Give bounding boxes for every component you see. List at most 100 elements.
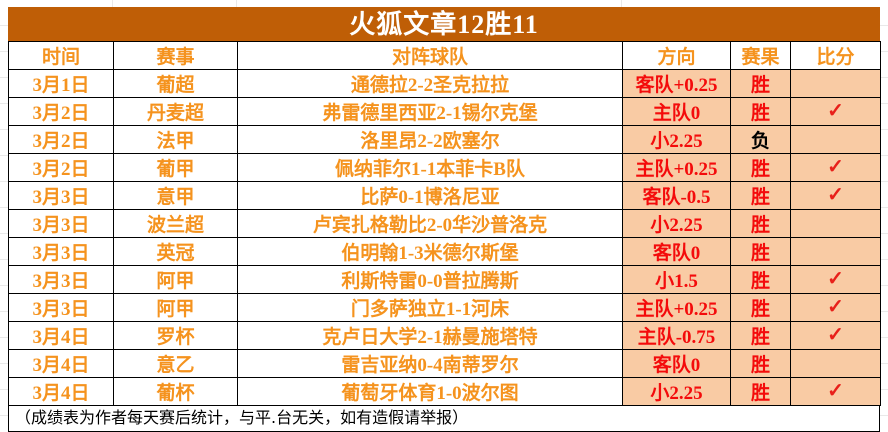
checkmark-icon: ✓ [827,323,844,346]
cell-time: 3月3日 [8,265,114,294]
cell-match: 克卢日大学2-1赫曼施塔特 [237,321,623,350]
checkmark-icon: ✓ [827,155,844,178]
column-header-league: 赛事 [113,41,238,70]
cell-score: ✓ [790,265,881,294]
cell-direction: 主队+0.25 [622,293,731,322]
cell-score [790,237,881,266]
table-row: 3月4日 葡杯 葡萄牙体育1-0波尔图 小2.25 胜 ✓ [8,377,881,406]
checkmark-icon: ✓ [827,295,844,318]
cell-direction: 客队0 [622,237,731,266]
cell-direction: 小1.5 [622,265,731,294]
page-title: 火狐文章12胜11 [8,7,880,41]
cell-result: 胜 [730,181,791,210]
table-header-row: 时间 赛事 对阵球队 方向 赛果 比分 [8,41,881,70]
cell-result: 胜 [730,209,791,238]
checkmark-icon: ✓ [827,183,844,206]
checkmark-icon: ✓ [827,99,844,122]
cell-score: ✓ [790,377,881,406]
cell-match: 佩纳菲尔1-1本菲卡B队 [237,153,623,182]
cell-league: 英冠 [113,237,238,266]
cell-league: 波兰超 [113,209,238,238]
cell-direction: 客队+0.25 [622,69,731,98]
cell-result: 胜 [730,321,791,350]
cell-time: 3月3日 [8,293,114,322]
cell-match: 利斯特雷0-0普拉腾斯 [237,265,623,294]
table-row: 3月3日 波兰超 卢宾扎格勒比2-0华沙普洛克 小2.25 胜 [8,209,881,238]
table-row: 3月3日 英冠 伯明翰1-3米德尔斯堡 客队0 胜 [8,237,881,266]
cell-league: 葡杯 [113,377,238,406]
column-header-time: 时间 [8,41,114,70]
cell-result: 胜 [730,97,791,126]
table-row: 3月1日 葡超 通德拉2-2圣克拉拉 客队+0.25 胜 [8,69,881,98]
cell-score: ✓ [790,97,881,126]
results-table-wrapper: 火狐文章12胜11 时间 赛事 对阵球队 方向 赛果 比分 [8,7,881,432]
table-row: 3月2日 丹麦超 弗雷德里西亚2-1锡尔克堡 主队0 胜 ✓ [8,97,881,126]
cell-match: 雷吉亚纳0-4南蒂罗尔 [237,349,623,378]
cell-league: 意甲 [113,181,238,210]
cell-league: 丹麦超 [113,97,238,126]
cell-league: 葡甲 [113,153,238,182]
cell-direction: 小2.25 [622,125,731,154]
cell-score: ✓ [790,293,881,322]
cell-score: ✓ [790,181,881,210]
cell-direction: 主队-0.75 [622,321,731,350]
cell-result: 胜 [730,349,791,378]
checkmark-icon: ✓ [827,267,844,290]
cell-direction: 客队-0.5 [622,181,731,210]
table-body: 3月1日 葡超 通德拉2-2圣克拉拉 客队+0.25 胜 3月2日 丹麦超 弗雷德里西亚2-1… [8,69,881,406]
table-row: 3月4日 意乙 雷吉亚纳0-4南蒂罗尔 客队0 胜 [8,349,881,378]
cell-result: 胜 [730,265,791,294]
cell-score [790,125,881,154]
table-row: 3月3日 意甲 比萨0-1博洛尼亚 客队-0.5 胜 ✓ [8,181,881,210]
cell-result: 胜 [730,293,791,322]
cell-league: 意乙 [113,349,238,378]
cell-match: 比萨0-1博洛尼亚 [237,181,623,210]
cell-time: 3月2日 [8,125,114,154]
cell-direction: 小2.25 [622,209,731,238]
cell-result: 胜 [730,153,791,182]
table-row: 3月2日 葡甲 佩纳菲尔1-1本菲卡B队 主队+0.25 胜 ✓ [8,153,881,182]
table-row: 3月3日 阿甲 门多萨独立1-1河床 主队+0.25 胜 ✓ [8,293,881,322]
cell-match: 卢宾扎格勒比2-0华沙普洛克 [237,209,623,238]
cell-match: 葡萄牙体育1-0波尔图 [237,377,623,406]
cell-time: 3月3日 [8,181,114,210]
cell-direction: 客队0 [622,349,731,378]
cell-time: 3月4日 [8,321,114,350]
cell-direction: 主队+0.25 [622,153,731,182]
cell-time: 3月4日 [8,377,114,406]
checkmark-icon: ✓ [827,379,844,402]
cell-score [790,209,881,238]
cell-match: 门多萨独立1-1河床 [237,293,623,322]
cell-league: 阿甲 [113,293,238,322]
cell-time: 3月2日 [8,153,114,182]
cell-direction: 小2.25 [622,377,731,406]
table-row: 3月3日 阿甲 利斯特雷0-0普拉腾斯 小1.5 胜 ✓ [8,265,881,294]
column-header-score: 比分 [790,41,881,70]
cell-time: 3月1日 [8,69,114,98]
column-header-result: 赛果 [730,41,791,70]
cell-match: 弗雷德里西亚2-1锡尔克堡 [237,97,623,126]
cell-match: 通德拉2-2圣克拉拉 [237,69,623,98]
table-row: 3月2日 法甲 洛里昂2-2欧塞尔 小2.25 负 [8,125,881,154]
cell-result: 胜 [730,377,791,406]
cell-score: ✓ [790,321,881,350]
cell-match: 洛里昂2-2欧塞尔 [237,125,623,154]
cell-league: 阿甲 [113,265,238,294]
cell-time: 3月3日 [8,237,114,266]
cell-league: 法甲 [113,125,238,154]
cell-league: 葡超 [113,69,238,98]
column-header-match: 对阵球队 [237,41,623,70]
cell-time: 3月4日 [8,349,114,378]
results-table: 时间 赛事 对阵球队 方向 赛果 比分 3月1日 葡超 通德拉2-2圣克拉拉 客队+0… [8,41,881,406]
cell-direction: 主队0 [622,97,731,126]
table-row: 3月4日 罗杯 克卢日大学2-1赫曼施塔特 主队-0.75 胜 ✓ [8,321,881,350]
cell-match: 伯明翰1-3米德尔斯堡 [237,237,623,266]
cell-score [790,349,881,378]
cell-league: 罗杯 [113,321,238,350]
cell-time: 3月3日 [8,209,114,238]
cell-result: 胜 [730,69,791,98]
cell-result: 胜 [730,237,791,266]
cell-score [790,69,881,98]
column-header-direction: 方向 [622,41,731,70]
